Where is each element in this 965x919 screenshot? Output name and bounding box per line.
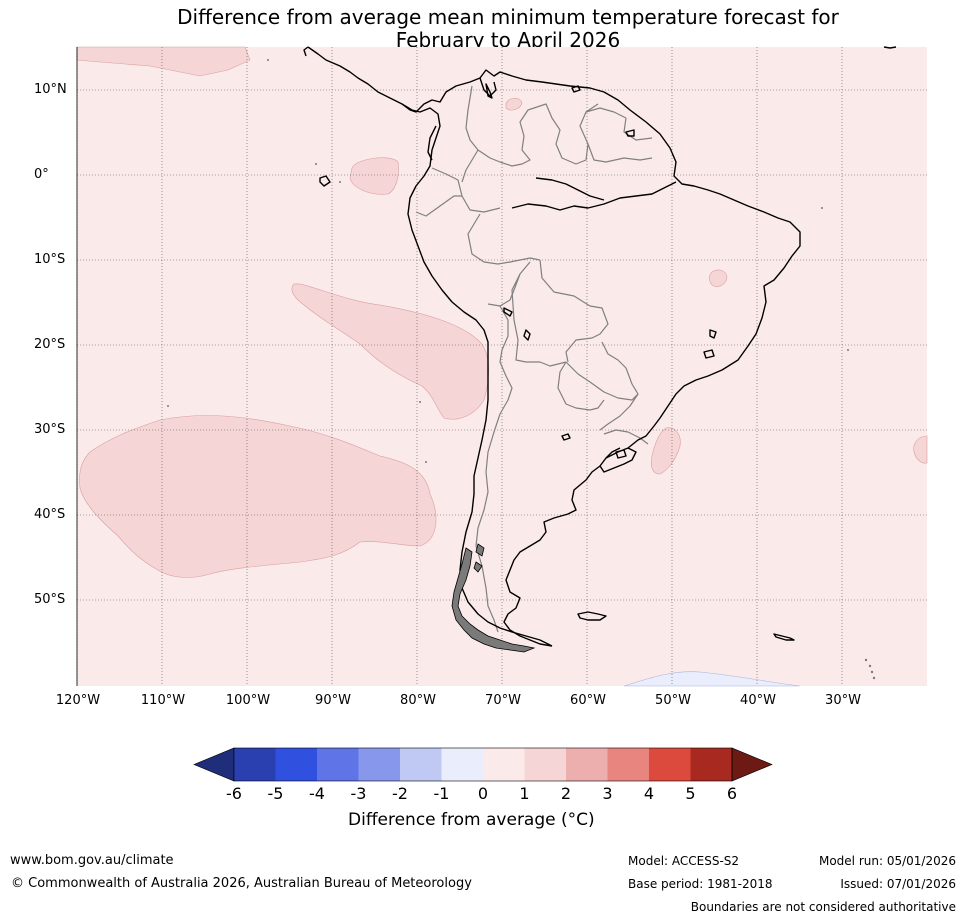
colorbar-tick-label: 4 bbox=[643, 784, 655, 803]
map-title-line1: Difference from average mean minimum tem… bbox=[177, 5, 839, 29]
warm-anomaly-patch-equator bbox=[349, 157, 399, 195]
colorbar-label: Difference from average (°C) bbox=[348, 810, 595, 830]
colorbar-tick-label: -5 bbox=[267, 784, 284, 803]
colorbar-tick-label: 2 bbox=[560, 784, 572, 803]
footer-model: Model: ACCESS-S2 bbox=[628, 854, 740, 868]
lon-label-40w: 40°W bbox=[740, 693, 776, 708]
coastline bbox=[303, 46, 897, 647]
warm-anomaly-patch-caribbean bbox=[505, 97, 523, 111]
colorbar-tick-label: 3 bbox=[602, 784, 613, 803]
lat-label-10n: 10°N bbox=[34, 82, 67, 97]
lat-label-40s: 40°S bbox=[34, 507, 66, 522]
lon-label-60w: 60°W bbox=[570, 693, 606, 708]
footer-issued: Issued: 07/01/2026 bbox=[840, 877, 956, 891]
colorbar-bin bbox=[649, 748, 691, 781]
warm-anomaly-patch-north bbox=[76, 46, 251, 77]
colorbar-bin bbox=[690, 748, 732, 781]
latitude-gridlines bbox=[77, 89, 927, 601]
colorbar-tick-label: -4 bbox=[309, 784, 325, 803]
colorbar-tick-label: 6 bbox=[726, 784, 738, 803]
lat-label-30s: 30°S bbox=[34, 422, 66, 437]
colorbar-bin bbox=[524, 748, 566, 781]
colorbar bbox=[193, 747, 773, 782]
footer-model-run: Model run: 05/01/2026 bbox=[818, 854, 956, 868]
small-islands bbox=[167, 59, 876, 680]
lat-label-0: 0° bbox=[34, 167, 49, 182]
colorbar-tick-label: -1 bbox=[433, 784, 450, 803]
warm-anomaly-patch-uruguay bbox=[650, 427, 681, 475]
southern-archipelago bbox=[451, 543, 536, 653]
colorbar-tick-label: -2 bbox=[392, 784, 408, 803]
colorbar-tick-label: -3 bbox=[350, 784, 367, 803]
lon-label-100w: 100°W bbox=[225, 693, 271, 708]
warm-anomaly-patch-subtropical bbox=[291, 283, 489, 420]
footer-disclaimer: Boundaries are not considered authoritat… bbox=[690, 900, 956, 914]
colorbar-bin bbox=[234, 748, 276, 781]
lon-label-110w: 110°W bbox=[140, 693, 186, 708]
colorbar-arrow-low bbox=[193, 747, 235, 782]
colorbar-bin bbox=[607, 748, 649, 781]
lon-label-120w: 120°W bbox=[55, 693, 101, 708]
warm-anomaly-patch-southeast-pacific bbox=[79, 415, 437, 578]
colorbar-tick-label: 1 bbox=[519, 784, 530, 803]
lat-label-20s: 20°S bbox=[34, 337, 66, 352]
footer-website: www.bom.gov.au/climate bbox=[10, 853, 174, 868]
colorbar-tick-label: 0 bbox=[477, 784, 489, 803]
colorbar-arrow-high bbox=[731, 747, 773, 782]
colorbar-bin bbox=[275, 748, 317, 781]
lat-label-10s: 10°S bbox=[34, 252, 66, 267]
warm-anomaly-patch-atlantic bbox=[913, 435, 928, 464]
colorbar-tick-label: 5 bbox=[685, 784, 696, 803]
lon-label-70w: 70°W bbox=[485, 693, 521, 708]
colorbar-bin bbox=[400, 748, 442, 781]
cool-anomaly-patch-south bbox=[623, 671, 801, 687]
lon-label-50w: 50°W bbox=[655, 693, 691, 708]
colorbar-bin bbox=[483, 748, 525, 781]
warm-anomaly-patch-brazil bbox=[709, 269, 728, 287]
colorbar-bin bbox=[317, 748, 359, 781]
map-title-line2: February to April 2026 bbox=[395, 28, 621, 52]
lon-label-80w: 80°W bbox=[400, 693, 436, 708]
colorbar-bin bbox=[441, 748, 483, 781]
footer-base-period: Base period: 1981-2018 bbox=[628, 877, 773, 891]
lon-label-90w: 90°W bbox=[315, 693, 351, 708]
lat-label-50s: 50°S bbox=[34, 592, 66, 607]
colorbar-tick-label: -6 bbox=[226, 784, 242, 803]
colorbar-outline bbox=[233, 747, 733, 782]
footer-copyright: © Commonwealth of Australia 2026, Austra… bbox=[11, 876, 472, 891]
lon-label-30w: 30°W bbox=[825, 693, 861, 708]
colorbar-bin bbox=[566, 748, 608, 781]
colorbar-bin bbox=[358, 748, 400, 781]
